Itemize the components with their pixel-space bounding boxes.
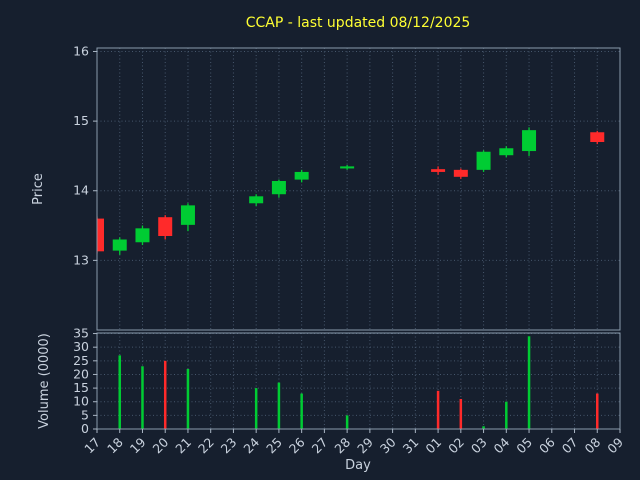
- volume-bar-18: [118, 355, 121, 429]
- price-tick-label: 16: [73, 43, 89, 58]
- candle-body-19: [135, 228, 150, 243]
- volume-tick-label: 5: [81, 407, 89, 422]
- candle-body-20: [158, 217, 173, 236]
- volume-bar-04: [505, 401, 508, 429]
- panel-border: [96, 47, 621, 331]
- volume-bar-08: [596, 393, 599, 429]
- candle-body-05: [522, 130, 537, 152]
- volume-bar-01: [436, 390, 440, 429]
- volume-bar-02: [459, 399, 463, 429]
- candle-body-02: [453, 169, 468, 177]
- volume-bar-20: [163, 360, 167, 429]
- candle-body-26: [294, 171, 309, 180]
- volume-tick-label: 20: [73, 366, 89, 381]
- price-tick-label: 14: [73, 183, 89, 198]
- chart-series: [97, 127, 605, 429]
- volume-bar-26: [300, 393, 303, 429]
- volume-axis-label: Volume (0000): [37, 333, 52, 429]
- volume-tick-label: 15: [73, 380, 89, 395]
- candle-body-01: [431, 169, 446, 172]
- volume-tick-label: 0: [81, 421, 89, 436]
- price-tick-label: 15: [73, 113, 89, 128]
- candle-body-03: [476, 151, 491, 170]
- panel-border: [96, 332, 621, 430]
- candle-body-21: [180, 205, 195, 225]
- volume-tick-label: 10: [73, 394, 89, 409]
- volume-bar-21: [186, 369, 190, 429]
- price-axis-label: Price: [31, 173, 46, 205]
- volume-bars: [118, 336, 599, 429]
- volume-bar-28: [345, 415, 349, 429]
- chart-title: CCAP - last updated 08/12/2025: [246, 15, 471, 31]
- volume-tick-label: 35: [73, 326, 89, 341]
- candle-body-28: [340, 166, 355, 169]
- candle-body-04: [499, 148, 514, 156]
- candle-body-18: [112, 239, 127, 251]
- volume-bar-03: [482, 426, 485, 429]
- volume-tick-label: 25: [73, 353, 89, 368]
- candles: [97, 127, 605, 255]
- volume-bar-24: [254, 388, 258, 429]
- gridlines: [96, 48, 621, 429]
- candle-body-24: [249, 196, 264, 204]
- volume-bar-25: [277, 382, 281, 429]
- volume-bar-05: [527, 336, 531, 429]
- candle-body-08: [590, 132, 605, 142]
- candle-body-17: [97, 218, 104, 252]
- candle-body-25: [271, 180, 286, 195]
- day-axis-label: Day: [345, 458, 371, 473]
- volume-tick-label: 30: [73, 339, 89, 354]
- price-tick-label: 13: [73, 252, 89, 267]
- volume-bar-19: [141, 366, 144, 429]
